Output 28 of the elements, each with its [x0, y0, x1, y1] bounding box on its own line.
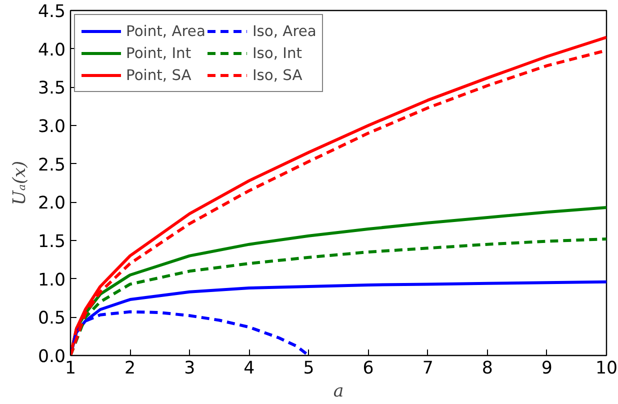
x-tick-label: 2	[124, 358, 136, 378]
legend-label: Point, Area	[126, 22, 206, 40]
y-axis-title: Uₐ(x)	[10, 160, 30, 206]
y-tick-label: 4.5	[38, 2, 66, 22]
legend-label: Iso, Area	[252, 22, 316, 40]
x-axis-title: a	[333, 382, 344, 402]
x-tick-label: 9	[541, 358, 552, 378]
legend-label: Iso, Int	[252, 44, 302, 62]
y-tick-label: 3.5	[38, 78, 66, 99]
x-tick-label: 10	[595, 358, 618, 378]
y-tick-label: 0.0	[38, 347, 66, 367]
y-tick-label: 4.0	[38, 40, 66, 60]
x-tick-label: 6	[362, 358, 374, 378]
y-tick-label: 1.5	[38, 232, 66, 252]
y-tick-label: 2.5	[38, 155, 66, 176]
x-tick-label: 3	[184, 358, 196, 378]
y-tick-label: 1.0	[38, 270, 66, 290]
y-tick-label: 3.0	[38, 117, 66, 137]
y-tick-label: 2.0	[38, 194, 66, 214]
legend-label: Point, Int	[126, 44, 192, 62]
x-tick-label: 8	[482, 358, 493, 378]
x-tick-label: 1	[64, 358, 76, 378]
x-tick-label: 4	[244, 358, 255, 378]
legend-label: Iso, SA	[252, 66, 302, 84]
x-tick-label: 5	[303, 358, 314, 378]
y-tick-label: 0.5	[38, 308, 66, 329]
x-tick-label: 7	[422, 358, 434, 378]
legend-label: Point, SA	[126, 66, 192, 84]
